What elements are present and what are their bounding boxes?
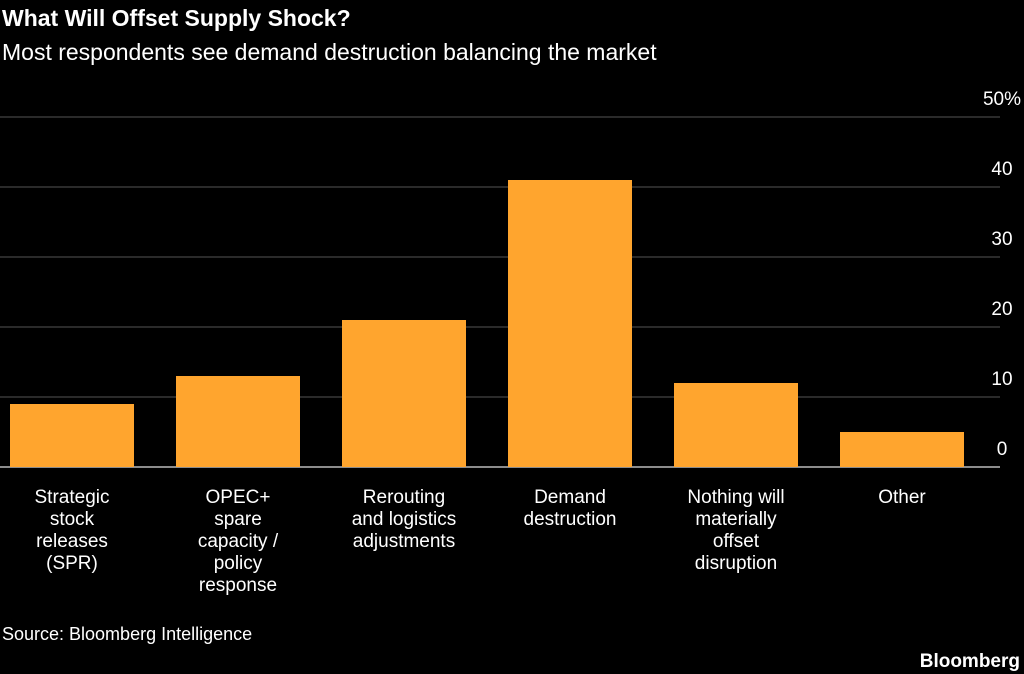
y-tick-label: 30 xyxy=(991,229,1012,250)
y-tick-label: 10 xyxy=(991,369,1012,390)
bar xyxy=(674,383,798,467)
y-tick-label: 0 xyxy=(997,439,1008,460)
x-tick-label: Rerouting and logistics adjustments xyxy=(351,487,457,552)
bar xyxy=(840,432,964,467)
bar xyxy=(176,376,300,467)
y-tick-label: 20 xyxy=(991,299,1012,320)
x-tick-label: Demand destruction xyxy=(523,487,617,530)
bar xyxy=(10,404,134,467)
chart-title: What Will Offset Supply Shock? xyxy=(2,5,351,31)
source: Source: Bloomberg Intelligence xyxy=(2,624,252,644)
brand: Bloomberg xyxy=(920,651,1020,672)
bar xyxy=(342,320,466,467)
x-tick-label: Other xyxy=(878,487,926,508)
y-tick-label: 50% xyxy=(983,89,1021,110)
bar xyxy=(508,180,632,467)
chart-subtitle: Most respondents see demand destruction … xyxy=(2,39,657,65)
y-tick-label: 40 xyxy=(991,159,1012,180)
x-tick-label: Strategic stock releases (SPR) xyxy=(34,487,110,574)
x-tick-label: Nothing will materially offset disruptio… xyxy=(687,487,785,574)
x-tick-label: OPEC+ spare capacity / policy response xyxy=(197,487,279,596)
